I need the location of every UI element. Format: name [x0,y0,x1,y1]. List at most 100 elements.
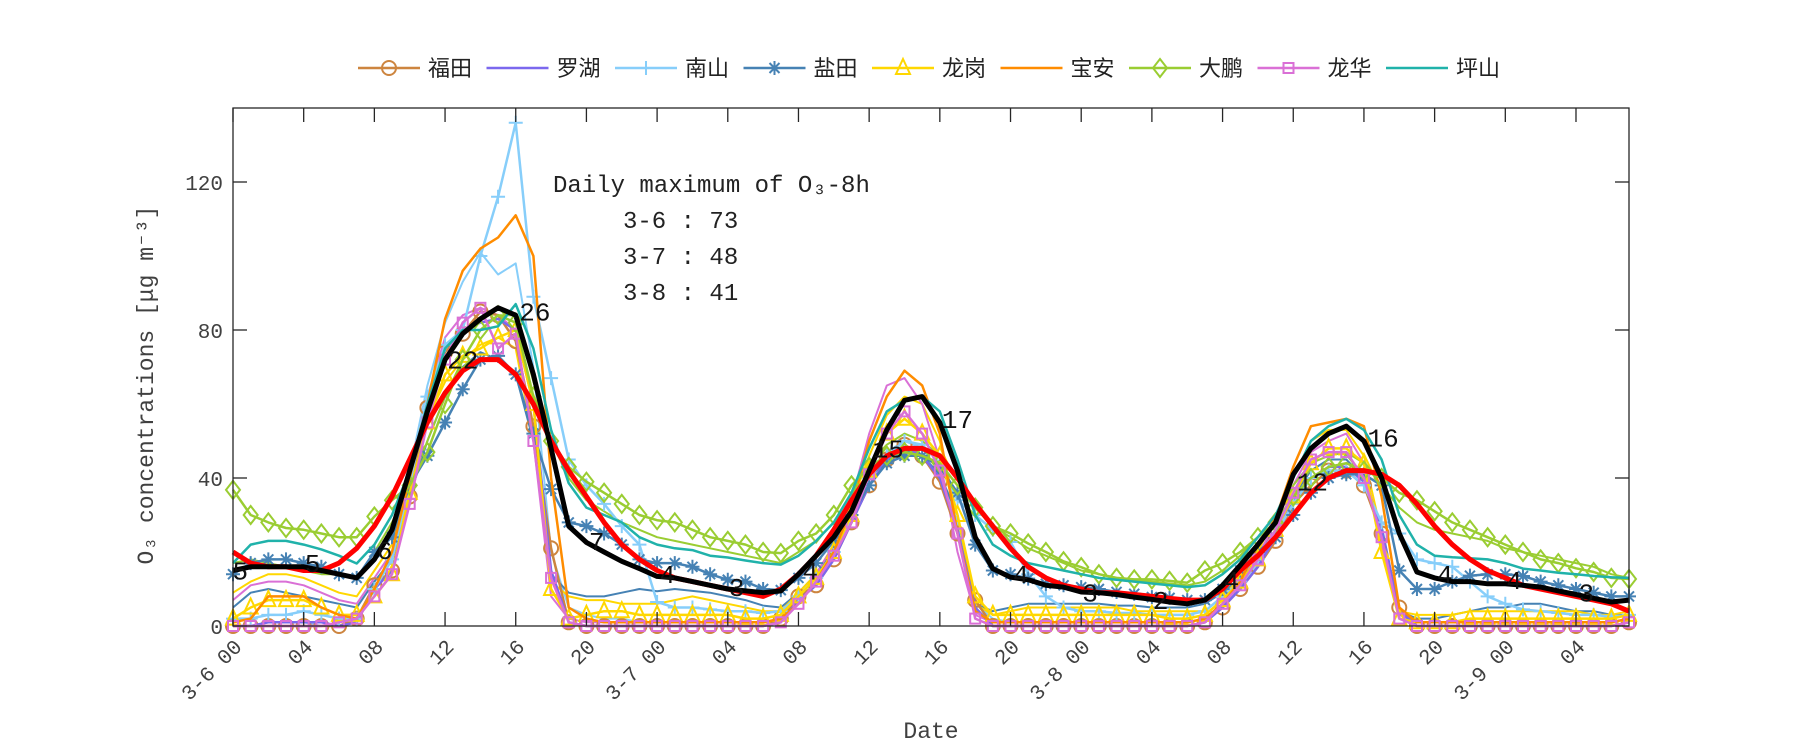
plot-frame [232,107,1630,627]
x-tick-label: 08 [779,637,813,671]
data-point-asterisk [1392,563,1407,578]
value-label: 16 [1367,424,1398,454]
data-point-asterisk [756,582,771,596]
data-point-diamond [1072,556,1090,578]
data-point-asterisk [1498,567,1513,582]
x-tick-label: 16 [497,637,531,671]
data-point-square [1322,446,1335,459]
data-point-diamond [631,504,648,526]
data-point-square [562,616,575,629]
series-layer [224,115,1638,634]
legend-marker-plus-icon [639,61,653,75]
data-point-diamond [684,519,701,541]
data-point-square [386,568,399,581]
data-point-diamond [1002,522,1019,545]
legend-item[interactable]: 盐田 [743,57,858,82]
data-point-diamond [472,319,489,341]
value-label: 26 [519,299,550,329]
value-label: 4 [1013,561,1029,591]
value-label: 4 [802,558,818,588]
data-point-asterisk [597,526,612,541]
data-point-triangle [1461,607,1479,626]
data-point-diamond [790,530,807,552]
data-point-plus [1109,606,1124,621]
y-tick-label: 0 [210,618,223,641]
textbox-line-3-6: 3-6 : 73 [623,209,738,236]
data-point-square [969,612,982,625]
legend-item[interactable]: 龙华 [1257,57,1372,82]
legend-label: 龙岗 [942,57,986,82]
legend-marker-diamond-icon [1151,57,1169,79]
value-label: 22 [447,347,478,377]
legend-item[interactable]: 坪山 [1386,57,1500,82]
data-point-circle [543,540,560,557]
legend-item[interactable]: 南山 [615,57,729,82]
value-label: 4 [660,561,676,591]
data-point-plus [544,371,559,386]
data-point-triangle [754,607,772,626]
data-point-diamond [1125,568,1143,591]
legend-marker-circle-icon [381,60,397,76]
textbox-line-3-7: 3-7 : 48 [623,245,738,272]
data-point-asterisk [862,478,877,493]
data-point-square [810,575,823,588]
data-point-triangle [1178,607,1196,626]
data-point-diamond [578,471,595,493]
data-point-diamond [666,511,684,534]
y-tick-label: 80 [198,322,223,345]
value-label: 17 [942,406,973,436]
legend-item[interactable]: 大鹏 [1129,57,1243,82]
data-point-square [545,571,558,584]
data-point-square [333,616,346,629]
legend-label: 罗湖 [557,57,601,82]
value-label: 5 [233,558,249,588]
legend-item[interactable]: 罗湖 [486,57,601,82]
data-point-diamond [613,493,631,515]
data-point-diamond [754,541,772,563]
data-point-diamond [648,509,666,531]
legend-item[interactable]: 龙岗 [872,56,986,82]
data-point-square [1216,597,1229,610]
x-tick-label: 20 [567,637,601,671]
value-label: 5 [305,550,321,580]
y-axis-label: O₃ concentrations [μg m⁻³] [134,206,160,565]
data-point-triangle [1585,607,1603,626]
data-point-diamond [1585,561,1602,583]
data-point-diamond [277,517,295,539]
data-point-square [403,497,416,510]
data-point-diamond [1090,563,1108,585]
data-point-asterisk [667,556,682,571]
legend-marker-triangle-icon [894,56,912,75]
legend-item[interactable]: 宝安 [1000,57,1115,82]
series-line [232,354,1629,602]
x-tick-label: 12 [1274,637,1308,671]
series-line-1 [232,351,1629,620]
x-tick-label: 12 [426,637,460,671]
x-tick-label: 08 [1203,637,1237,671]
value-label: 4 [1506,567,1522,597]
series-line-15 [232,305,1630,607]
textbox-line-3-8: 3-8 : 41 [623,281,738,308]
value-label: 4 [1437,561,1453,591]
data-point-asterisk [1533,574,1548,589]
data-point-asterisk [1427,582,1442,596]
data-point-square [456,316,469,329]
data-point-asterisk [385,530,400,545]
x-tick-label: 3-7 00 [602,637,672,707]
data-point-asterisk [1003,567,1018,582]
data-point-asterisk [261,552,276,567]
data-point-diamond [242,504,259,526]
data-point-plus [1480,589,1495,604]
data-point-diamond [701,526,719,548]
data-point-asterisk [1339,467,1354,482]
data-point-asterisk [455,382,470,397]
data-point-asterisk [1462,568,1477,583]
data-point-diamond [1108,567,1125,589]
data-point-square [951,527,964,540]
legend-label: 宝安 [1071,57,1115,82]
data-point-plus [526,289,541,304]
legend-item[interactable]: 福田 [358,57,472,82]
data-point-square [916,427,929,440]
legend: 福田 罗湖 南山 盐田 龙岗 宝安 大鹏 龙华 坪山 [358,56,1500,82]
